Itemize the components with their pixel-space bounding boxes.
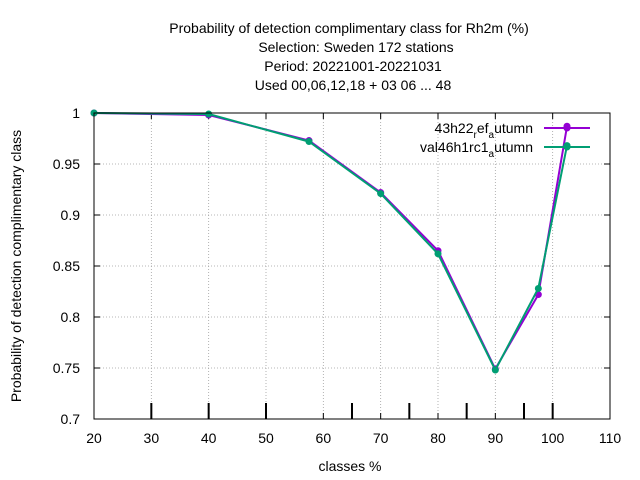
y-tick-label: 0.85	[53, 258, 80, 274]
x-tick-label: 80	[430, 430, 446, 446]
legend-marker-1	[563, 124, 571, 132]
x-tick-label: 100	[541, 430, 565, 446]
y-tick-label: 1	[72, 105, 80, 121]
y-tick-label: 0.8	[61, 309, 81, 325]
data-point	[491, 366, 499, 374]
data-point	[377, 190, 385, 198]
x-tick-label: 30	[144, 430, 160, 446]
class-marks	[150, 403, 554, 419]
x-tick-label: 70	[373, 430, 389, 446]
x-tick-labels: 20 30 40 50 60 70 80 90 100 110	[86, 430, 621, 446]
x-tick-label: 90	[488, 430, 504, 446]
series-2	[90, 109, 571, 374]
x-tick-label: 60	[316, 430, 332, 446]
y-tick-label: 0.9	[61, 207, 81, 223]
y-axis-label: Probability of detection complimentary c…	[8, 130, 24, 402]
plot-frame	[93, 112, 611, 420]
title-line-2: Selection: Sweden 172 stations	[258, 39, 453, 55]
y-tick-label: 0.75	[53, 360, 80, 376]
x-tick-label: 50	[258, 430, 274, 446]
chart-title: Probability of detection complimentary c…	[169, 20, 528, 93]
x-tick-label: 40	[201, 430, 217, 446]
y-tick-label: 0.95	[53, 156, 80, 172]
series-line	[93, 112, 568, 373]
data-point	[305, 138, 313, 146]
x-axis-label: classes %	[318, 458, 381, 474]
grid	[94, 113, 610, 419]
y-tick-label: 0.7	[61, 411, 81, 427]
data-point	[434, 250, 442, 258]
title-line-1: Probability of detection complimentary c…	[169, 20, 528, 36]
x-tick-label: 20	[86, 430, 102, 446]
data-point	[205, 110, 213, 118]
legend: 43h22refautumn val46h1rc1autumn	[420, 120, 590, 160]
series-layer	[90, 109, 571, 374]
y-tick-labels: 0.7 0.75 0.8 0.85 0.9 0.95 1	[53, 105, 80, 427]
title-line-4: Used 00,06,12,18 + 03 06 ... 48	[255, 77, 452, 93]
legend-label-1: 43h22refautumn	[435, 120, 533, 141]
legend-label-2: val46h1rc1autumn	[420, 139, 533, 160]
x-tick-label: 110	[599, 430, 622, 446]
legend-marker-2	[563, 143, 571, 151]
data-point	[534, 284, 542, 292]
title-line-3: Period: 20221001-20221031	[264, 58, 442, 74]
